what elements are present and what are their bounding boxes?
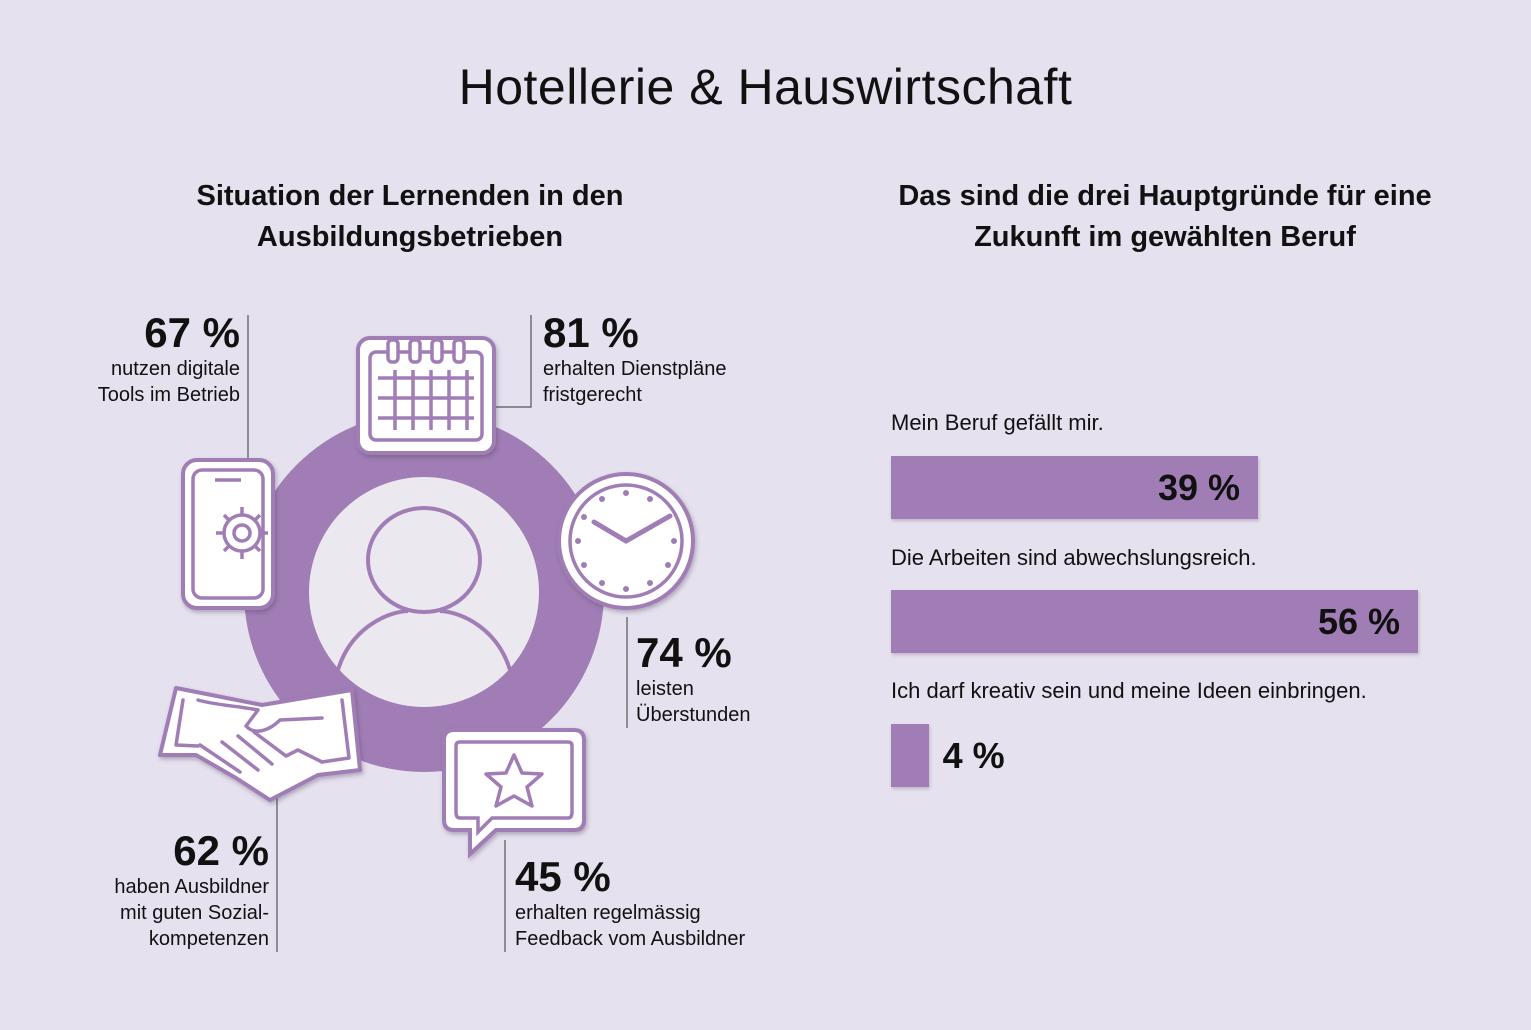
stat-value: 81 % bbox=[543, 309, 639, 356]
leader-line-81 bbox=[494, 315, 532, 408]
handshake-icon bbox=[158, 686, 362, 802]
stat-feedback: 45 % erhalten regelmässig Feedback vom A… bbox=[515, 854, 795, 952]
stat-value: 62 % bbox=[173, 827, 269, 874]
stat-desc-line: mit guten Sozial- bbox=[120, 902, 269, 924]
page-title: Hotellerie & Hauswirtschaft bbox=[458, 59, 1073, 115]
left-title-line1: Situation der Lernenden in den bbox=[196, 180, 624, 212]
stat-desc-line: Tools im Betrieb bbox=[97, 384, 240, 406]
bar-value-label: 4 % bbox=[942, 735, 1005, 776]
bar bbox=[891, 724, 929, 787]
calendar-icon bbox=[356, 336, 496, 455]
leader-lines bbox=[247, 315, 628, 952]
star-speech-bubble-icon bbox=[442, 728, 586, 859]
situation-diagram bbox=[158, 315, 695, 952]
stat-desc-line: Überstunden bbox=[636, 704, 751, 726]
left-section-title: Situation der Lernenden in den Ausbildun… bbox=[150, 176, 670, 258]
stat-desc-line: erhalten Dienstpläne bbox=[543, 358, 727, 380]
clock-icon bbox=[557, 472, 695, 610]
bar bbox=[891, 590, 1418, 653]
stat-dienstplaene: 81 % erhalten Dienstpläne fristgerecht bbox=[543, 310, 783, 408]
stat-desc-line: Feedback vom Ausbildner bbox=[515, 928, 746, 950]
stat-sozialkompetenzen: 62 % haben Ausbildner mit guten Sozial- … bbox=[60, 828, 269, 952]
stat-digital-tools: 67 % nutzen digitale Tools im Betrieb bbox=[60, 310, 240, 408]
central-ring bbox=[244, 412, 604, 772]
left-title-line2: Ausbildungsbetrieben bbox=[256, 221, 564, 253]
stat-desc-line: nutzen digitale bbox=[111, 358, 240, 380]
stat-ueberstunden: 74 % leisten Überstunden bbox=[636, 630, 836, 728]
bar-value-label: 56 % bbox=[1317, 601, 1400, 642]
stat-value: 74 % bbox=[636, 629, 732, 676]
right-section-title: Das sind die drei Hauptgründe für eine Z… bbox=[870, 176, 1460, 258]
right-title-line1: Das sind die drei Hauptgründe für eine bbox=[898, 180, 1432, 212]
stat-desc-line: haben Ausbildner bbox=[114, 876, 269, 898]
bar-category-label: Die Arbeiten sind abwechslungsreich. bbox=[891, 545, 1257, 570]
bar-value-label: 39 % bbox=[1157, 467, 1241, 508]
bar-category-label: Ich darf kreativ sein und meine Ideen ei… bbox=[891, 678, 1367, 703]
stat-desc-line: fristgerecht bbox=[543, 384, 642, 406]
stat-desc-line: leisten bbox=[636, 678, 694, 700]
stat-value: 67 % bbox=[144, 309, 240, 356]
stat-value: 45 % bbox=[515, 853, 611, 900]
bar bbox=[891, 456, 1259, 519]
smartphone-gear-icon bbox=[181, 458, 275, 610]
person-icon bbox=[336, 506, 512, 671]
stat-desc-line: erhalten regelmässig bbox=[515, 902, 701, 924]
bar-category-label: Mein Beruf gefällt mir. bbox=[891, 410, 1104, 435]
right-title-line2: Zukunft im gewählten Beruf bbox=[974, 221, 1356, 253]
stat-desc-line: kompetenzen bbox=[148, 928, 269, 950]
